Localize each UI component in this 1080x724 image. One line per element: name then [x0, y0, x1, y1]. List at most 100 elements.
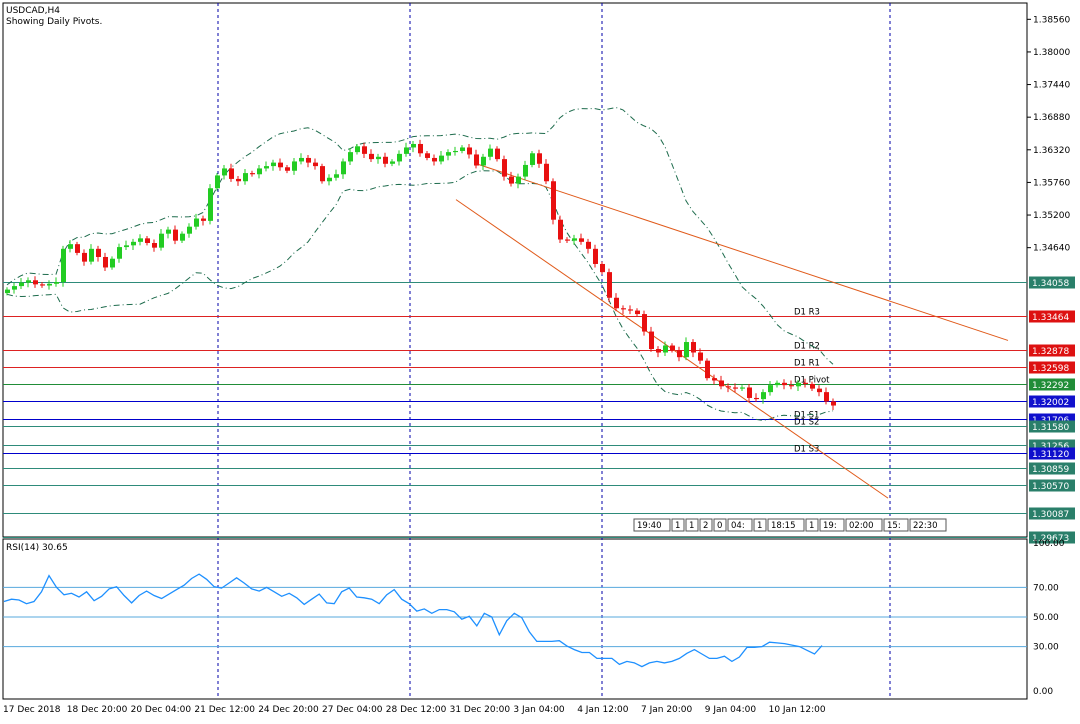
candle-83	[586, 238, 591, 254]
level-value-5: 1.32002	[1032, 398, 1069, 408]
candle-19	[138, 234, 143, 246]
candle-body	[586, 241, 591, 249]
y-tick-label-3: 1.36880	[1033, 113, 1070, 123]
candle-body	[544, 163, 549, 182]
candle-3	[26, 277, 31, 288]
candle-20	[145, 236, 150, 246]
candle-body	[355, 146, 360, 153]
candle-body	[75, 244, 80, 253]
candle-body	[180, 233, 185, 241]
candle-body	[656, 349, 661, 353]
time-box-label-5: 04:	[731, 521, 745, 531]
candle-body	[19, 282, 24, 287]
candle-body	[285, 167, 290, 171]
candle-body	[383, 156, 388, 164]
candle-79	[558, 215, 563, 243]
candle-94	[663, 341, 668, 357]
candle-body	[110, 258, 115, 268]
candle-body	[152, 243, 157, 248]
candle-body	[194, 218, 199, 227]
candle-23	[166, 226, 171, 239]
candle-52	[369, 149, 374, 163]
candle-108	[761, 389, 766, 404]
candle-body	[628, 309, 633, 311]
candle-87	[614, 293, 619, 312]
candle-body	[705, 360, 710, 379]
candle-95	[670, 343, 675, 353]
candle-49	[348, 148, 353, 165]
rsi-tick-label-1: 70.00	[1033, 583, 1059, 593]
time-box-label-9: 19:	[823, 521, 837, 531]
candle-body	[782, 382, 787, 386]
candle-body	[593, 248, 598, 264]
candle-37	[264, 161, 269, 172]
candle-body	[439, 155, 444, 162]
candle-body	[432, 157, 437, 162]
y-tick-label-4: 1.36320	[1033, 146, 1070, 156]
candle-body	[54, 282, 59, 284]
candle-30	[215, 173, 220, 191]
candle-body	[26, 280, 31, 283]
candle-body	[5, 289, 10, 294]
level-box-5	[1029, 395, 1075, 408]
candle-body	[740, 387, 745, 389]
level-value-3: 1.32598	[1032, 364, 1069, 374]
candle-14	[103, 252, 108, 271]
candle-body	[334, 174, 339, 178]
candle-109	[768, 381, 773, 396]
candle-body	[299, 157, 304, 162]
candle-body	[614, 297, 619, 309]
x-label-5: 27 Dec 04:00	[322, 705, 383, 715]
candle-body	[579, 238, 584, 242]
candle-86	[607, 268, 612, 302]
candle-27	[194, 213, 199, 230]
x-label-7: 31 Dec 20:00	[450, 705, 511, 715]
candle-body	[670, 345, 675, 351]
time-box-4	[713, 518, 727, 532]
candle-38	[271, 159, 276, 171]
candle-body	[264, 166, 269, 169]
pivot-label-7: D1 S2	[794, 418, 819, 428]
candle-body	[82, 252, 87, 262]
candle-96	[677, 346, 682, 362]
candle-13	[96, 245, 101, 262]
time-box-label-10: 02:00	[849, 521, 874, 531]
candle-34	[243, 169, 248, 185]
candle-body	[89, 248, 94, 262]
candle-72	[509, 171, 514, 187]
candle-body	[411, 143, 416, 148]
candle-15	[110, 256, 115, 270]
candle-47	[334, 169, 339, 181]
candle-107	[754, 393, 759, 403]
pivot-label-3: D1 R1	[794, 359, 820, 369]
level-box-7	[1029, 420, 1075, 433]
time-box-12	[909, 518, 947, 532]
time-box-label-6: 1	[757, 521, 762, 531]
candle-115	[810, 381, 815, 391]
x-label-8: 3 Jan 04:00	[513, 705, 565, 715]
time-box-0	[633, 518, 671, 532]
time-box-label-1: 1	[675, 521, 680, 531]
candle-body	[453, 150, 458, 153]
candle-78	[551, 178, 556, 225]
candle-80	[565, 237, 570, 243]
level-box-9	[1029, 447, 1075, 460]
candle-65	[460, 145, 465, 154]
candle-body	[166, 229, 171, 234]
time-box-label-8: 1	[809, 521, 814, 531]
candle-body	[768, 385, 773, 393]
candle-21	[152, 239, 157, 252]
candle-11	[82, 249, 87, 266]
candle-69	[488, 144, 493, 161]
pivot-label-6: D1 S1	[794, 411, 819, 421]
candle-body	[320, 166, 325, 182]
candle-51	[362, 142, 367, 158]
pivot-label-9: D1 S3	[794, 445, 819, 455]
level-value-13: 1.29673	[1032, 534, 1069, 544]
candle-112	[789, 380, 794, 390]
candle-body	[96, 248, 101, 257]
time-box-label-0: 19:40	[637, 521, 662, 531]
chart-subtitle: Showing Daily Pivots.	[6, 17, 102, 27]
bollinger-lower	[6, 170, 834, 421]
level-box-13	[1029, 531, 1075, 544]
